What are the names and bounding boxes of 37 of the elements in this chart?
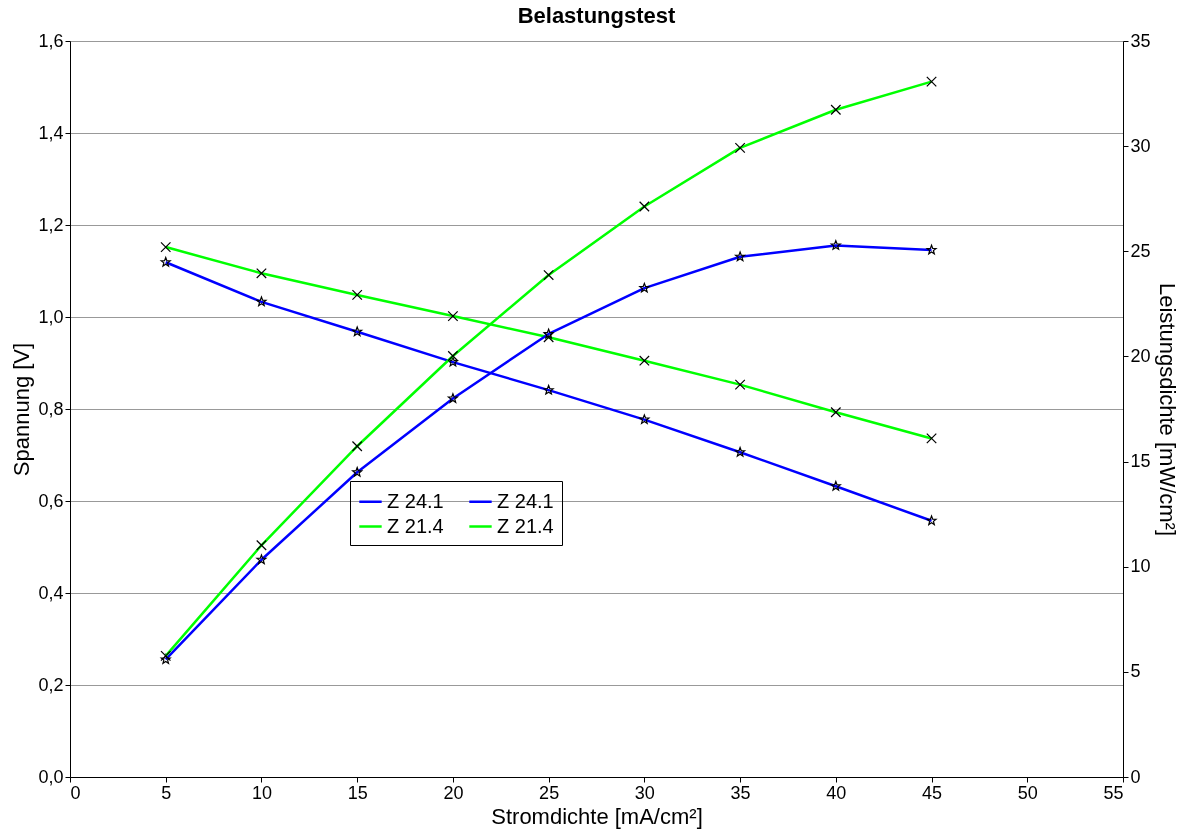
y2-tick-label: 5 <box>1130 661 1141 682</box>
legend-label: Z 21.4 <box>387 514 444 537</box>
x-tick-label: 20 <box>443 782 464 803</box>
y-tick-label: 1,0 <box>38 306 64 327</box>
y-axis-title: Spannung [V] <box>9 342 35 477</box>
y2-tick-label: 15 <box>1130 451 1151 472</box>
x-axis-title: Stromdichte [mA/cm²] <box>491 803 703 829</box>
x-tick-label: 10 <box>251 782 272 803</box>
y2-tick-label: 30 <box>1130 135 1151 156</box>
y-tick-label: 0,8 <box>38 398 64 419</box>
legend-label: Z 24.1 <box>387 489 444 512</box>
y2-tick-label: 10 <box>1130 556 1151 577</box>
y-tick-label: 0,0 <box>38 766 64 787</box>
y-tick-label: 1,2 <box>38 214 64 235</box>
legend-label: Z 24.1 <box>497 489 554 512</box>
chart-title: Belastungstest <box>517 3 677 28</box>
x-tick-label: 50 <box>1017 782 1038 803</box>
x-tick-label: 55 <box>1103 782 1124 803</box>
y2-tick-label: 25 <box>1130 240 1151 261</box>
legend-label: Z 21.4 <box>497 514 554 537</box>
x-tick-label: 35 <box>730 782 751 803</box>
y-tick-label: 0,2 <box>38 674 64 695</box>
y2-axis-title: Leistungsdichte [mW/cm²] <box>1154 282 1180 537</box>
x-tick-label: 30 <box>634 782 655 803</box>
x-tick-label: 40 <box>826 782 847 803</box>
x-tick-label: 5 <box>161 782 172 803</box>
y-tick-label: 1,6 <box>38 30 64 51</box>
y-tick-label: 0,6 <box>38 490 64 511</box>
y2-tick-label: 0 <box>1130 766 1141 787</box>
y-tick-label: 0,4 <box>38 582 64 603</box>
y2-tick-label: 35 <box>1130 30 1151 51</box>
x-tick-label: 45 <box>922 782 943 803</box>
x-tick-label: 25 <box>539 782 560 803</box>
y-tick-label: 1,4 <box>38 122 64 143</box>
y2-tick-label: 20 <box>1130 345 1151 366</box>
x-tick-label: 0 <box>70 782 81 803</box>
x-tick-label: 15 <box>347 782 368 803</box>
